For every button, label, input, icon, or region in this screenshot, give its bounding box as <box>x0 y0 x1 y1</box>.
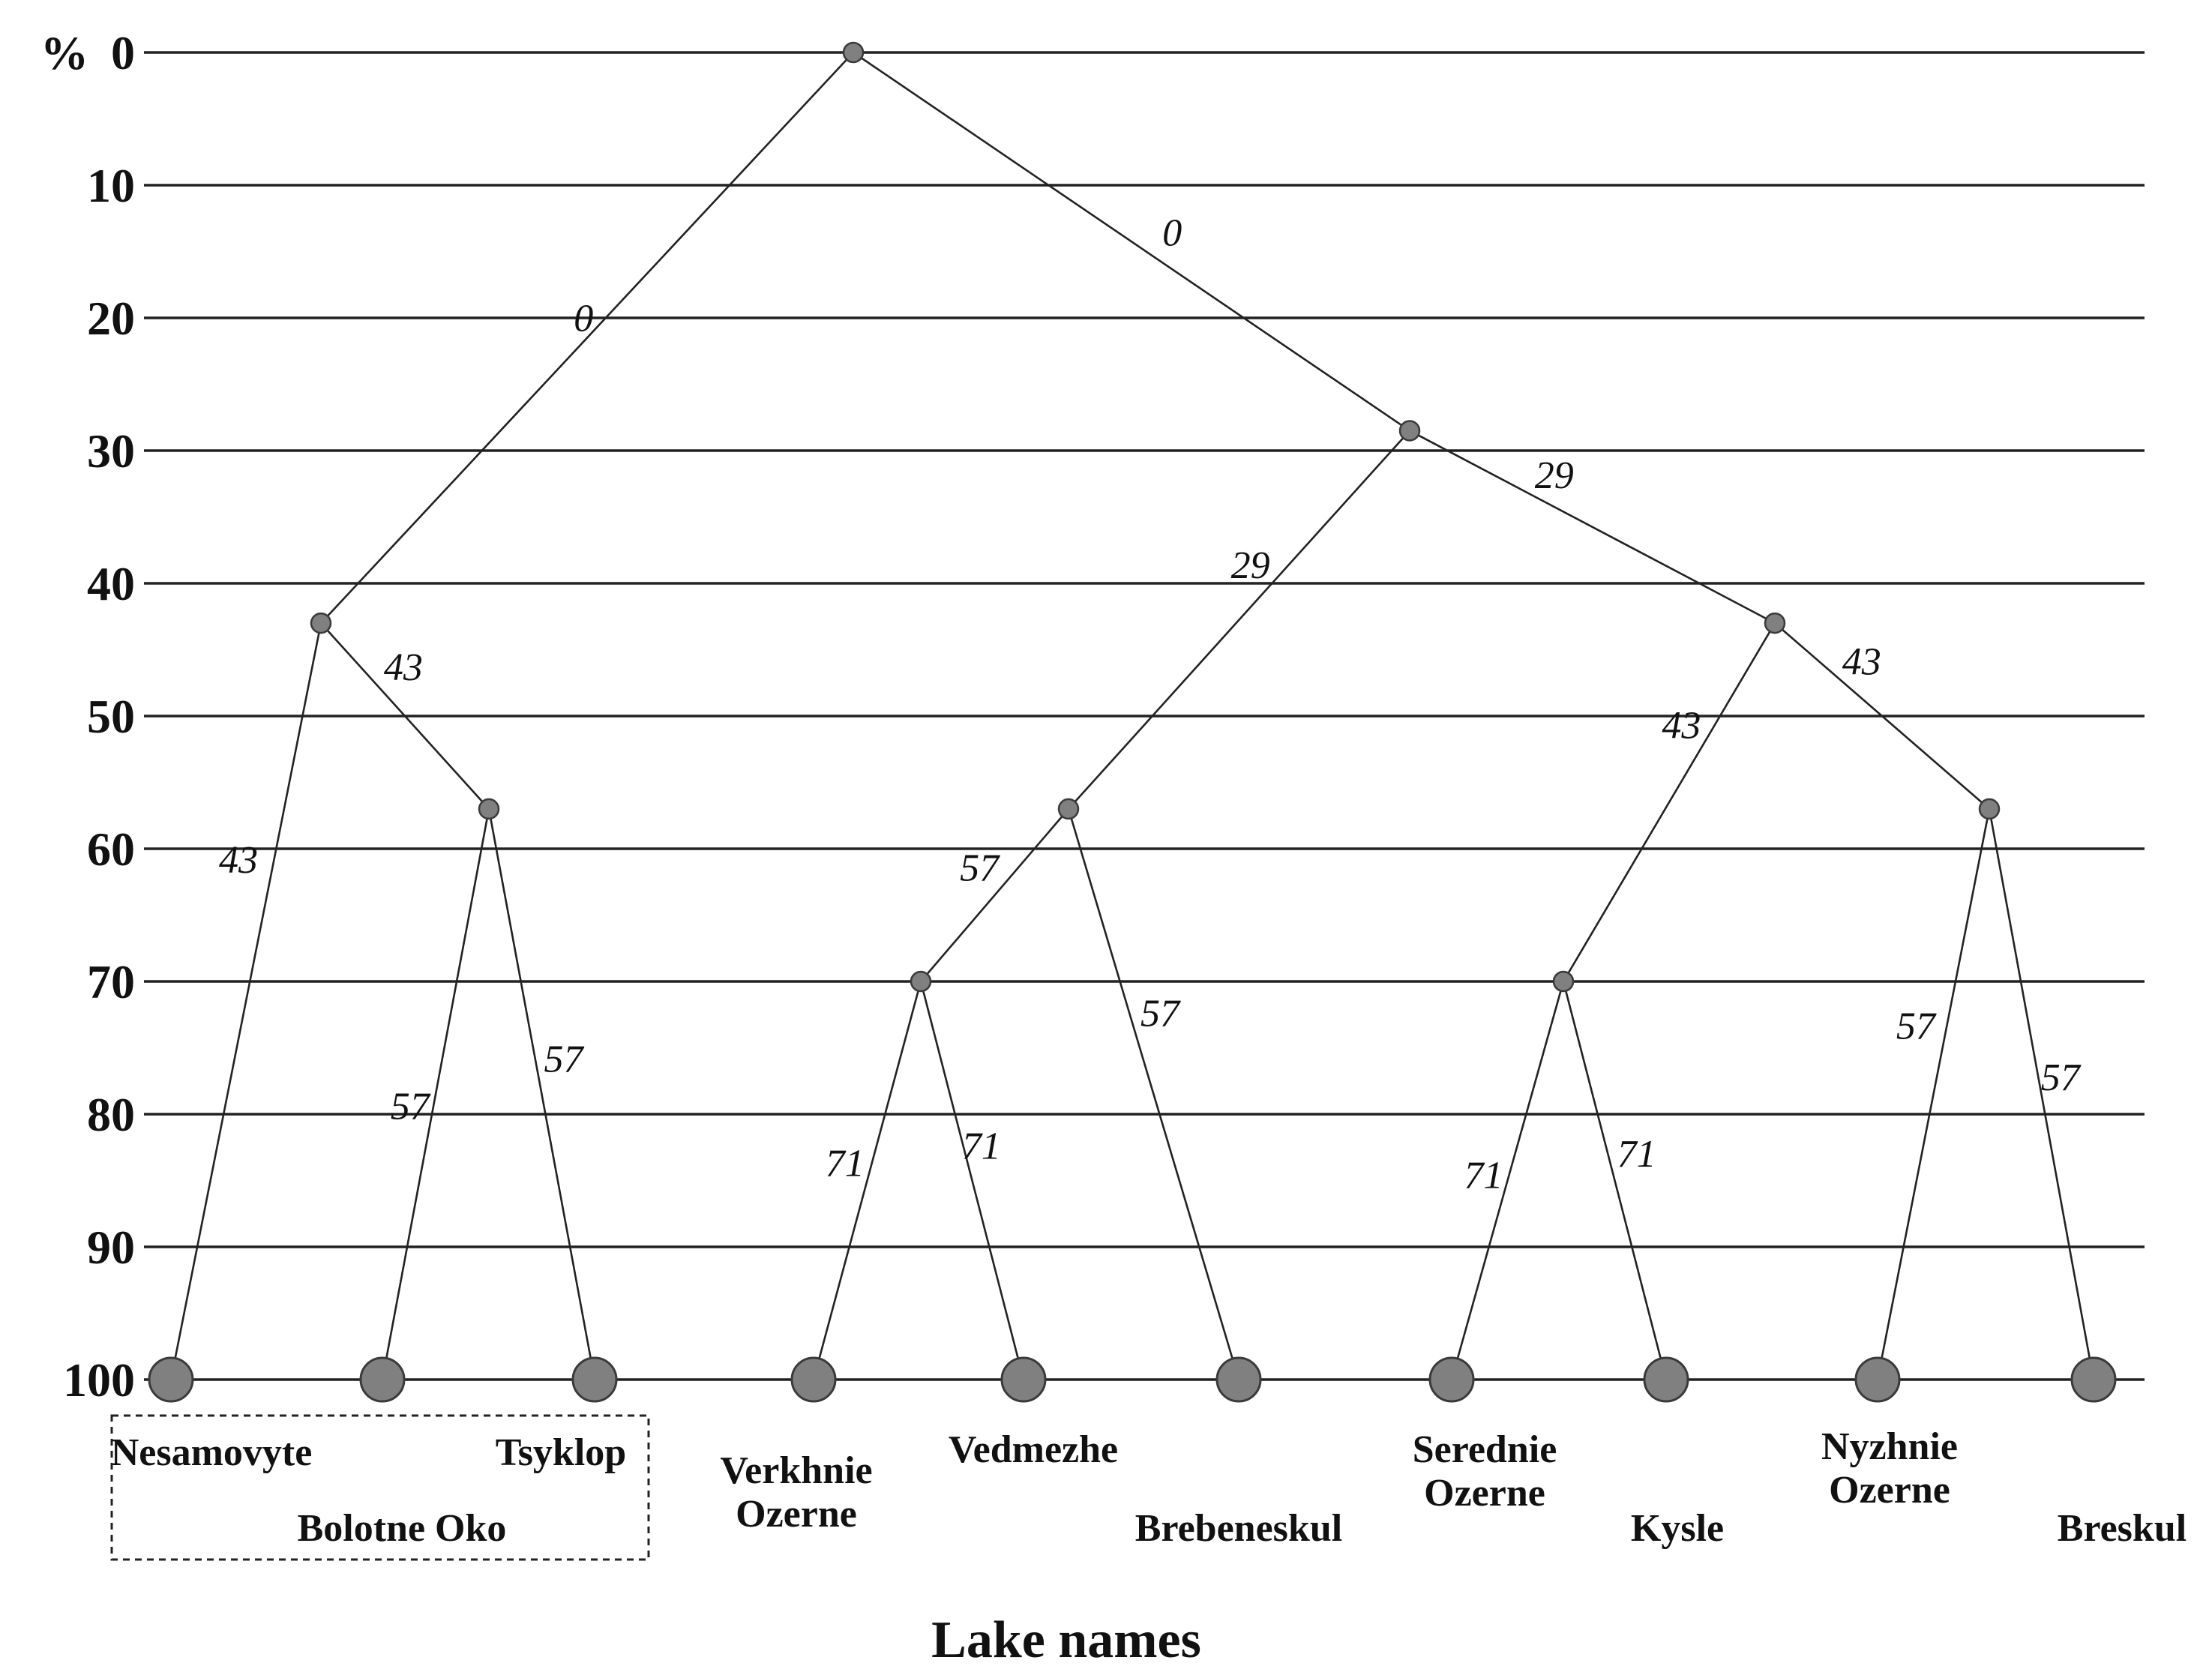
node-H <box>1978 798 2001 820</box>
edge-label-E-verkhnie: 71 <box>826 1143 865 1185</box>
edge-C-D <box>1068 430 1410 810</box>
y-tick-label-70: 70 <box>87 955 135 1008</box>
node-A <box>310 612 332 634</box>
edge-label-F-H: 43 <box>1842 640 1881 683</box>
y-tick-label-0: 0 <box>111 26 135 79</box>
edge-A-B <box>320 622 490 810</box>
node-F <box>1764 612 1786 634</box>
leaf-label-vedmezhe: Vedmezhe <box>949 1428 1118 1471</box>
edge-label-G-serednie: 71 <box>1464 1155 1503 1197</box>
leaf-node-serednie <box>1428 1356 1475 1403</box>
edge-D-E <box>920 808 1069 982</box>
leaf-node-nyzhnie <box>1854 1356 1901 1403</box>
edge-label-root-A: 0 <box>574 298 593 340</box>
edge-label-H-nyzhnie: 57 <box>1896 1005 1937 1048</box>
leaf-label-nesamovyte: Nesamovyte <box>111 1431 313 1474</box>
edge-label-root-C: 0 <box>1162 211 1182 254</box>
group-box <box>110 1414 650 1561</box>
gridlines <box>144 51 2145 1381</box>
leaf-label-serednie: Serednie Ozerne <box>1413 1428 1557 1515</box>
edge-label-F-G: 43 <box>1662 704 1701 747</box>
leaf-node-breskul <box>2070 1356 2117 1403</box>
edge-label-C-F: 29 <box>1535 454 1574 497</box>
leaf-node-kysle <box>1643 1356 1689 1403</box>
y-axis-unit-label: % <box>40 26 88 79</box>
leaf-label-tsyklop: Tsyklop <box>496 1431 626 1474</box>
edge-label-A-B: 43 <box>384 646 423 689</box>
x-axis-title: Lake names <box>931 1611 1201 1669</box>
y-axis-tick-labels: 0% 10 20 30 40 50 60 70 80 90 100 <box>40 26 135 1407</box>
edge-B-tsyklop <box>487 808 596 1380</box>
y-tick-label-100: 100 <box>63 1353 135 1407</box>
edge-label-D-brebeneskul: 57 <box>1140 993 1181 1035</box>
y-tick-label-80: 80 <box>87 1088 135 1141</box>
edge-B-bolotne <box>381 808 490 1380</box>
edge-C-F <box>1409 430 1776 625</box>
node-D <box>1057 798 1080 820</box>
leaf-node-nesamovyte <box>148 1356 194 1403</box>
edge-E-vedmezhe <box>919 981 1025 1380</box>
edge-label-A-nesamovyte: 43 <box>219 839 258 882</box>
edge-G-kysle <box>1562 981 1668 1380</box>
edge-root-A <box>320 52 854 624</box>
edge-E-verkhnie <box>812 981 922 1380</box>
leaf-label-bolotne: Bolotne Oko <box>298 1507 507 1550</box>
edge-D-brebeneskul <box>1067 808 1240 1380</box>
edge-F-G <box>1562 622 1776 982</box>
leaf-node-bolotne <box>359 1356 406 1403</box>
leaf-node-vedmezhe <box>1000 1356 1047 1403</box>
tree-edges <box>169 51 2095 1380</box>
leaf-label-brebeneskul: Brebeneskul <box>1135 1507 1342 1550</box>
edge-F-H <box>1774 622 1990 810</box>
y-tick-label-50: 50 <box>87 690 135 743</box>
edge-labels: 0 0 43 43 57 57 29 29 57 57 71 71 43 43 71 71 57 57 <box>219 211 2082 1197</box>
node-C <box>1398 420 1421 442</box>
edge-G-serednie <box>1450 981 1565 1380</box>
edge-A-nesamovyte <box>169 622 322 1380</box>
tree-nodes <box>148 41 2117 1403</box>
edge-label-E-vedmezhe: 71 <box>962 1125 1001 1167</box>
node-E <box>910 970 932 993</box>
y-tick-label-40: 40 <box>87 557 135 610</box>
leaf-node-tsyklop <box>571 1356 618 1403</box>
node-B <box>478 798 500 820</box>
edge-root-C <box>853 51 1410 432</box>
leaf-name-labels: Nesamovyte Bolotne Oko Tsyklop Verkhnie Ozer… <box>111 1425 2187 1550</box>
leaf-label-verkhnie: Verkhnie Ozerne <box>720 1449 872 1536</box>
edge-label-B-tsyklop: 57 <box>544 1038 584 1080</box>
node-root <box>842 41 865 64</box>
leaf-node-brebeneskul <box>1215 1356 1262 1403</box>
node-G <box>1552 970 1575 993</box>
edge-label-D-E: 57 <box>960 846 1000 889</box>
edge-H-breskul <box>1988 808 2095 1380</box>
y-tick-label-30: 30 <box>87 424 135 478</box>
edge-label-C-D: 29 <box>1231 544 1270 587</box>
y-tick-label-60: 60 <box>87 823 135 876</box>
edge-H-nyzhnie <box>1876 808 1991 1380</box>
edge-label-B-bolotne: 57 <box>391 1085 431 1128</box>
y-tick-label-20: 20 <box>87 292 135 345</box>
edge-label-G-kysle: 71 <box>1617 1133 1656 1176</box>
y-tick-label-90: 90 <box>87 1221 135 1274</box>
leaf-label-breskul: Breskul <box>2058 1507 2187 1550</box>
leaf-label-kysle: Kysle <box>1631 1507 1724 1550</box>
leaf-node-verkhnie <box>790 1356 837 1403</box>
edge-label-H-breskul: 57 <box>2041 1056 2082 1099</box>
y-tick-label-10: 10 <box>87 159 135 212</box>
leaf-label-nyzhnie: Nyzhnie Ozerne <box>1821 1425 1958 1512</box>
